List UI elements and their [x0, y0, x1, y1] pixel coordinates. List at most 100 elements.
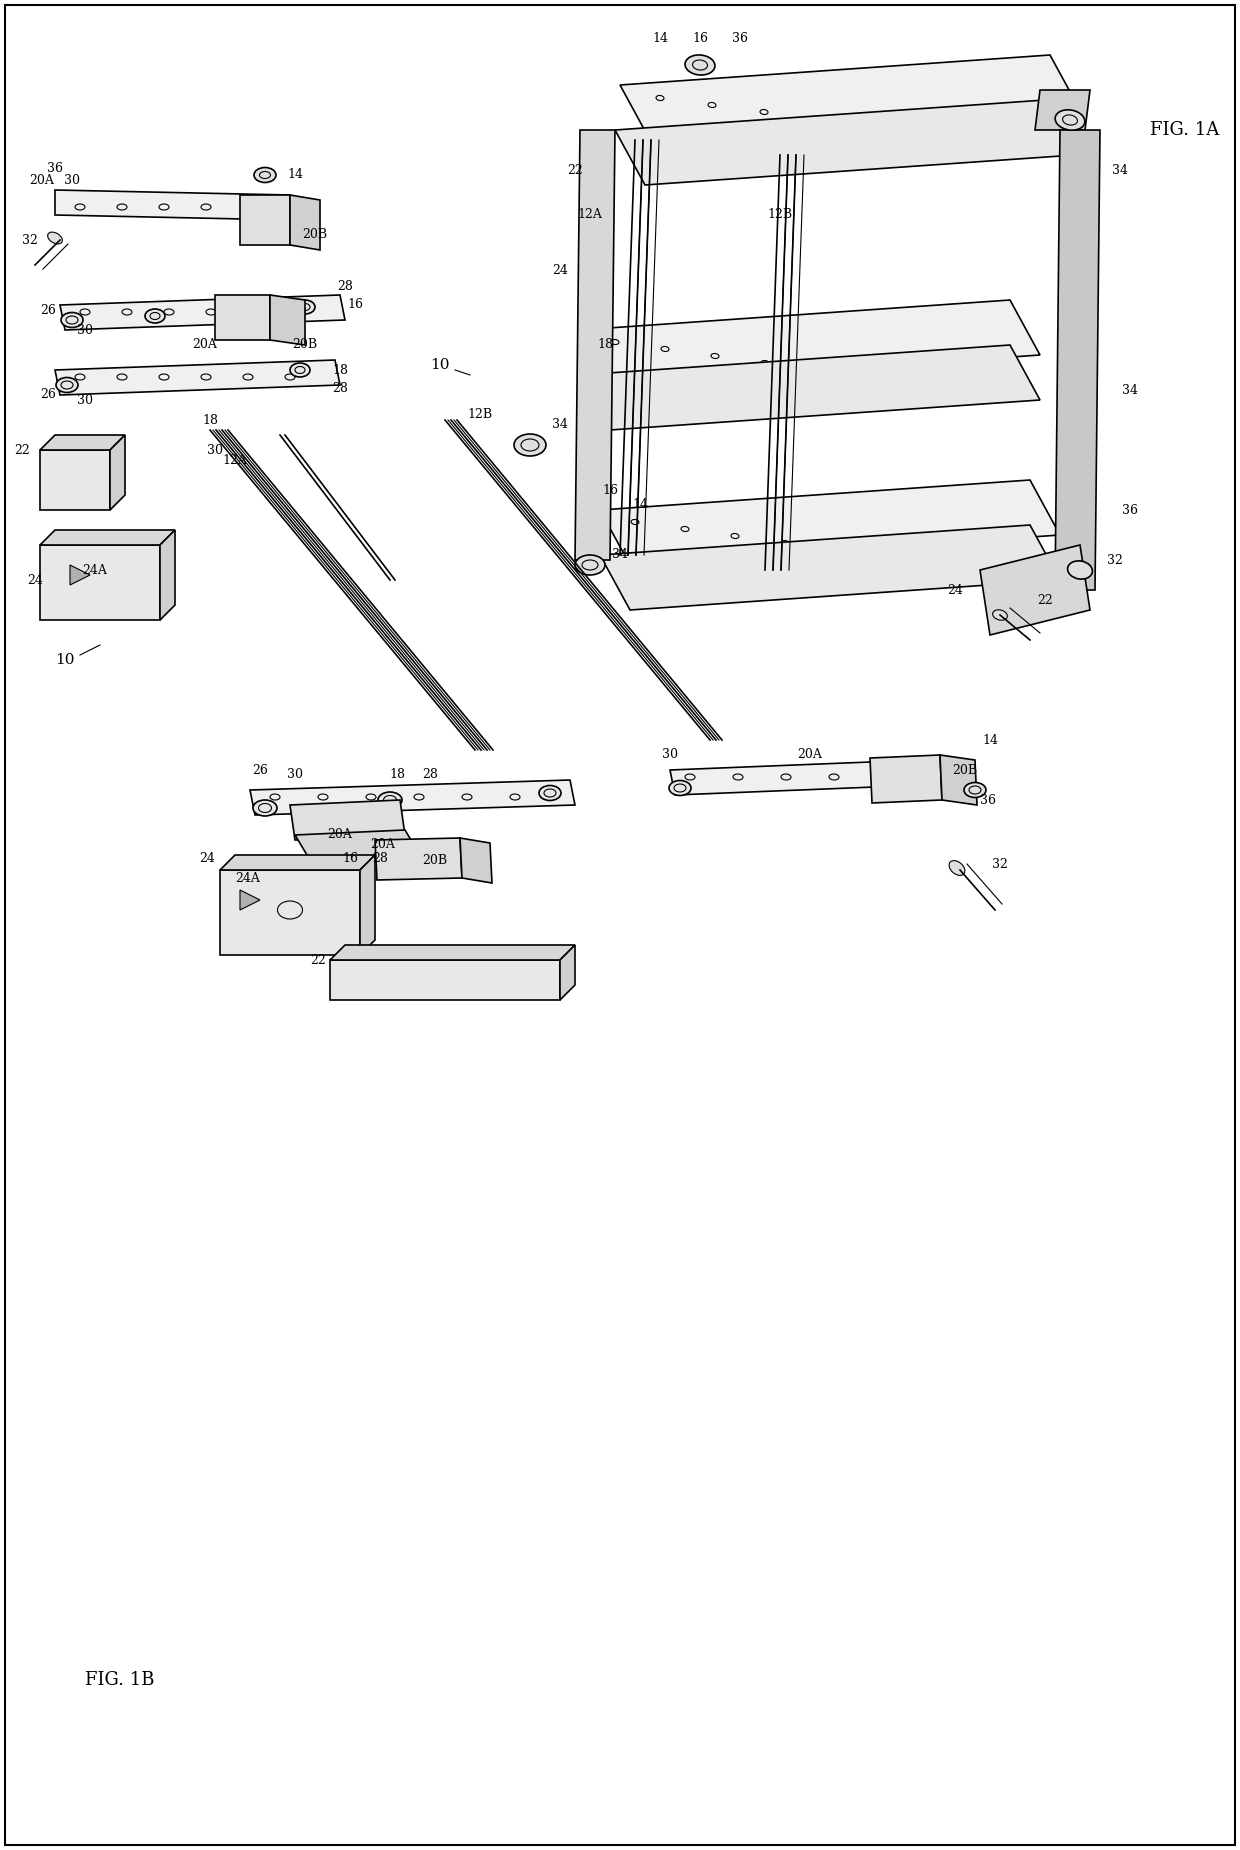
Text: 24A: 24A: [83, 564, 108, 577]
Text: 34: 34: [1122, 383, 1138, 396]
Polygon shape: [40, 546, 160, 620]
Polygon shape: [40, 529, 175, 546]
Polygon shape: [160, 529, 175, 620]
Text: 24A: 24A: [236, 871, 260, 884]
Text: 14: 14: [632, 498, 649, 511]
Text: 30: 30: [207, 444, 223, 457]
Text: 14: 14: [982, 733, 998, 747]
Ellipse shape: [949, 860, 965, 875]
Text: 36: 36: [732, 31, 748, 44]
Text: 16: 16: [342, 851, 358, 864]
Polygon shape: [600, 479, 1060, 564]
Text: 30: 30: [64, 174, 81, 187]
Text: 16: 16: [692, 31, 708, 44]
Polygon shape: [60, 294, 345, 329]
Text: 24: 24: [947, 583, 963, 596]
Ellipse shape: [61, 313, 83, 327]
Ellipse shape: [295, 300, 315, 314]
Polygon shape: [940, 755, 977, 805]
Text: 36: 36: [980, 794, 996, 807]
Ellipse shape: [889, 770, 911, 786]
Text: 14: 14: [652, 31, 668, 44]
Text: 20B: 20B: [952, 764, 977, 777]
Text: 18: 18: [596, 339, 613, 352]
Polygon shape: [460, 838, 492, 882]
Polygon shape: [374, 838, 463, 881]
Text: 12B: 12B: [467, 409, 492, 422]
Polygon shape: [615, 100, 1075, 185]
Text: 10: 10: [430, 359, 450, 372]
Text: 34: 34: [613, 548, 627, 562]
Polygon shape: [295, 831, 420, 860]
Text: 20A: 20A: [192, 339, 217, 352]
Ellipse shape: [684, 56, 715, 76]
Polygon shape: [69, 564, 91, 585]
Polygon shape: [1055, 130, 1100, 590]
Text: 20A: 20A: [371, 838, 396, 851]
Polygon shape: [600, 525, 1060, 610]
Text: 30: 30: [77, 324, 93, 337]
Text: 30: 30: [286, 768, 303, 781]
Text: 20B: 20B: [293, 339, 317, 352]
Text: 36: 36: [1122, 503, 1138, 516]
Text: 18: 18: [389, 768, 405, 781]
Polygon shape: [1035, 91, 1090, 130]
Text: 32: 32: [992, 858, 1008, 871]
Text: 12B: 12B: [768, 209, 792, 222]
Ellipse shape: [963, 783, 986, 797]
Polygon shape: [270, 294, 305, 344]
Ellipse shape: [145, 309, 165, 324]
Polygon shape: [330, 945, 575, 960]
Text: 26: 26: [40, 388, 56, 401]
Text: 22: 22: [310, 953, 326, 966]
Ellipse shape: [254, 168, 277, 183]
Ellipse shape: [670, 781, 691, 796]
Ellipse shape: [56, 377, 78, 392]
Text: 24: 24: [27, 574, 43, 586]
Polygon shape: [1025, 561, 1080, 610]
Polygon shape: [40, 435, 125, 450]
Ellipse shape: [575, 555, 605, 575]
Text: 22: 22: [14, 444, 30, 457]
Polygon shape: [620, 56, 1080, 141]
Polygon shape: [110, 435, 125, 511]
Polygon shape: [55, 361, 340, 396]
Text: 20B: 20B: [303, 229, 327, 242]
Ellipse shape: [290, 363, 310, 377]
Text: 26: 26: [40, 303, 56, 316]
Ellipse shape: [378, 792, 402, 808]
Polygon shape: [575, 130, 615, 561]
Text: 20A: 20A: [797, 749, 822, 762]
Polygon shape: [219, 855, 374, 870]
Polygon shape: [40, 450, 110, 511]
Text: 18: 18: [202, 414, 218, 427]
Text: 34: 34: [552, 418, 568, 431]
Text: 32: 32: [22, 233, 38, 246]
Text: 26: 26: [252, 764, 268, 777]
Text: 30: 30: [77, 394, 93, 407]
Text: 16: 16: [347, 298, 363, 311]
Polygon shape: [219, 870, 360, 955]
Text: 30: 30: [662, 749, 678, 762]
Text: 28: 28: [422, 768, 438, 781]
Text: 10: 10: [56, 653, 74, 668]
Text: 18: 18: [332, 363, 348, 377]
Text: 14: 14: [286, 168, 303, 181]
Polygon shape: [241, 194, 290, 244]
Polygon shape: [670, 760, 925, 796]
Text: 28: 28: [337, 281, 353, 294]
Text: 28: 28: [372, 851, 388, 864]
Text: 28: 28: [332, 381, 348, 394]
Ellipse shape: [253, 799, 277, 816]
Text: 22: 22: [567, 163, 583, 176]
Ellipse shape: [1055, 109, 1085, 130]
Ellipse shape: [515, 435, 546, 455]
Polygon shape: [55, 191, 290, 220]
Ellipse shape: [993, 610, 1007, 620]
Polygon shape: [360, 855, 374, 955]
Text: 12A: 12A: [578, 209, 603, 222]
Polygon shape: [250, 781, 575, 816]
Text: 20A: 20A: [30, 174, 55, 187]
Polygon shape: [241, 890, 260, 910]
Polygon shape: [980, 546, 1090, 635]
